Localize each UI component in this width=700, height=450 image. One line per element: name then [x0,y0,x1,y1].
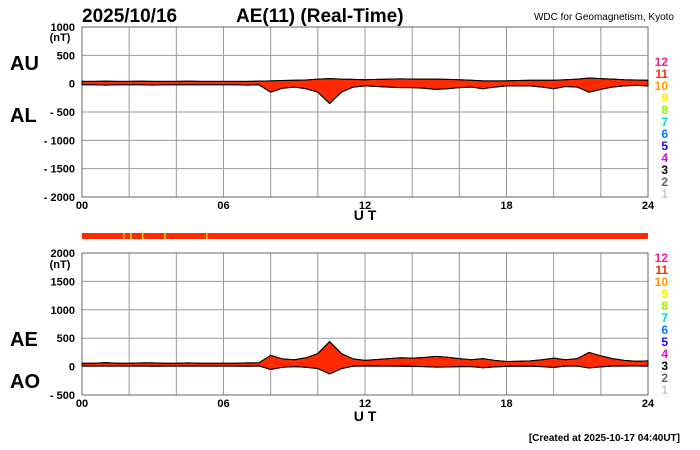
series-line-ae [82,340,649,364]
legend-item-10: 10 [655,79,669,93]
y-tick-label: - 2000 [44,192,75,204]
legend-item-12: 12 [655,251,669,265]
y-tick-label: 0 [69,362,75,374]
y-tick-label: 0 [69,79,75,91]
legend-item-3: 3 [661,359,668,373]
legend-item-12: 12 [655,55,669,69]
y-tick-label: 500 [57,333,75,345]
y-tick-label: - 500 [50,390,75,402]
al-label: AL [10,105,37,127]
legend-item-11: 11 [655,263,668,277]
series-line-ao [82,365,649,375]
y-tick-label: 500 [57,50,75,62]
x-tick-label: 18 [500,398,512,410]
legend-item-4: 4 [661,347,668,361]
x-tick-label: 12 [359,200,371,212]
data-status-bar [82,233,648,239]
status-marker [164,233,166,239]
x-tick-label: 24 [642,398,655,410]
legend-item-11: 11 [655,67,668,81]
status-bar-group [82,233,648,239]
legend-item-4: 4 [661,151,668,165]
status-marker [123,233,125,239]
status-marker [141,233,144,239]
legend-item-6: 6 [661,323,668,337]
x-tick-label: 06 [217,398,229,410]
ao-label: AO [10,371,40,393]
date-title: 2025/10/16 [82,6,177,27]
status-marker [206,233,208,239]
series-line-al [82,84,649,105]
plot-frame [81,26,649,198]
legend-item-6: 6 [661,127,668,141]
legend-item-1: 1 [661,187,668,201]
unit-label-top: (nT) [50,32,71,44]
legend-item-8: 8 [661,103,668,117]
x-axis-label-top: U T [354,207,377,223]
au-label: AU [10,53,39,75]
legend-item-9: 9 [661,91,668,105]
legend-item-1: 1 [661,383,668,397]
x-tick-label: 00 [76,398,88,410]
legend-item-10: 10 [655,275,669,289]
legend-item-3: 3 [661,163,668,177]
y-tick-label: 1000 [51,305,75,317]
plot-frame [81,252,649,396]
status-marker [130,233,132,239]
x-tick-label: 24 [642,200,655,212]
y-tick-label: - 1500 [44,164,75,176]
legend-item-5: 5 [661,335,668,349]
y-tick-label: 2000 [51,248,75,260]
x-tick-label: 18 [500,200,512,212]
created-label: [Created at 2025-10-17 04:40UT] [529,433,680,444]
y-tick-label: - 1000 [44,135,75,147]
legend-item-8: 8 [661,299,668,313]
unit-label-bottom: (nT) [50,259,71,271]
chart-title: AE(11) (Real-Time) [236,6,404,27]
legend-item-7: 7 [661,115,668,129]
x-tick-label: 06 [217,200,229,212]
legend-item-9: 9 [661,287,668,301]
y-tick-label: - 500 [50,107,75,119]
legend-item-7: 7 [661,311,668,325]
source-label: WDC for Geomagnetism, Kyoto [534,12,674,23]
x-axis-label-bottom: U T [354,408,377,424]
y-tick-label: 1500 [51,276,75,288]
legend-item-5: 5 [661,139,668,153]
legend-item-2: 2 [661,371,668,385]
legend-item-2: 2 [661,175,668,189]
series-line-au [82,77,649,82]
x-tick-label: 00 [76,200,88,212]
y-tick-label: 1000 [51,22,75,34]
ae-label: AE [10,329,38,351]
x-tick-label: 12 [359,398,371,410]
